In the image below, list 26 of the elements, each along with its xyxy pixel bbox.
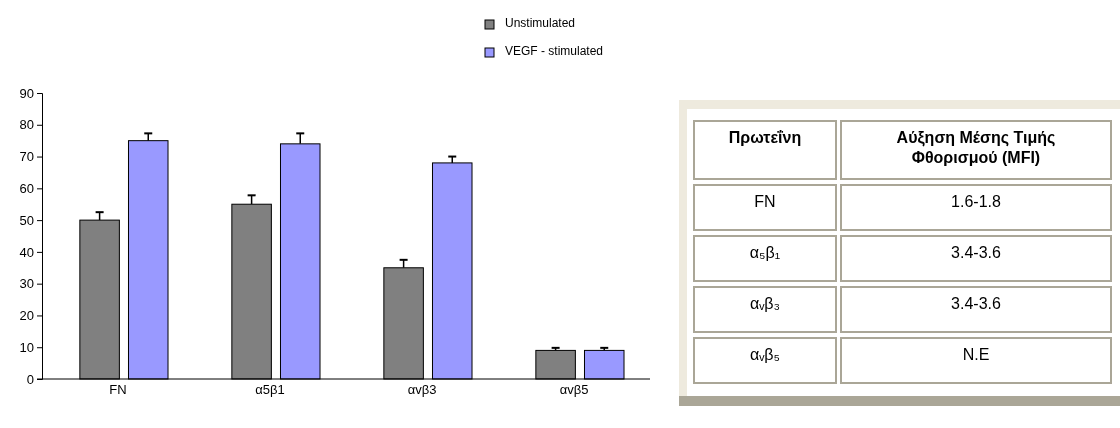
x-tick-label: FN (109, 381, 127, 397)
text: 3.4-3.6 (951, 295, 1002, 312)
text: 3.4-3.6 (951, 244, 1002, 261)
text: α₅β₁ (749, 244, 781, 261)
y-tick-label: 70 (19, 149, 34, 165)
legend-label: Unstimulated (505, 16, 576, 30)
text: αᵥβ₅ (749, 346, 781, 363)
y-tick-label: 0 (26, 371, 34, 387)
y-tick-label: 50 (19, 212, 34, 228)
y-tick-label: 30 (19, 276, 34, 292)
text: Αύξηση Μέσης Τιμής Φθορισμού (MFI) (896, 129, 1056, 166)
y-tick-label: 60 (19, 180, 34, 196)
y-tick-label: 20 (19, 308, 34, 324)
legend-label: VEGF - stimulated (505, 44, 604, 58)
text: αᵥβ₃ (749, 295, 781, 312)
x-tick-label: α5β1 (255, 381, 285, 397)
y-tick-label: 10 (19, 339, 34, 355)
x-tick-label: αvβ3 (407, 381, 437, 397)
text: Πρωτεΐνη (728, 129, 802, 146)
text: FN (754, 193, 776, 210)
x-tick-label: αvβ5 (559, 381, 589, 397)
text: N.E (962, 346, 990, 363)
text: 1.6-1.8 (951, 193, 1002, 210)
y-tick-label: 90 (19, 85, 34, 101)
y-tick-label: 80 (19, 117, 34, 133)
y-tick-label: 40 (19, 244, 34, 260)
